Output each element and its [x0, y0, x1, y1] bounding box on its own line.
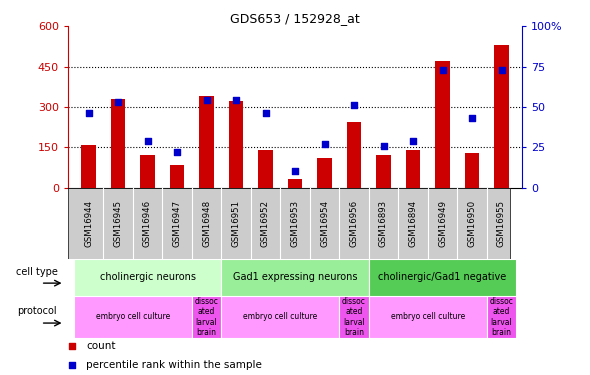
Text: embryo cell culture: embryo cell culture — [243, 312, 317, 321]
Point — [379, 142, 388, 148]
Text: dissoc
ated
larval
brain: dissoc ated larval brain — [342, 297, 366, 337]
Point — [332, 290, 341, 296]
Bar — [347, 122, 361, 188]
Bar — [406, 150, 420, 188]
Bar — [376, 155, 391, 188]
Point — [261, 110, 270, 116]
Bar — [140, 155, 155, 188]
Bar — [465, 153, 479, 188]
Text: GSM16948: GSM16948 — [202, 200, 211, 247]
Bar — [111, 99, 125, 188]
Point — [143, 138, 152, 144]
Point — [320, 141, 329, 147]
Text: GSM16953: GSM16953 — [290, 200, 300, 247]
Point — [231, 98, 241, 104]
Bar — [192, 296, 221, 338]
Bar — [74, 296, 192, 338]
Text: protocol: protocol — [18, 306, 57, 316]
Bar — [74, 259, 221, 296]
Text: GSM16950: GSM16950 — [467, 200, 477, 247]
Bar — [288, 180, 302, 188]
Text: embryo cell culture: embryo cell culture — [391, 312, 465, 321]
Bar — [369, 259, 516, 296]
Bar — [229, 102, 243, 188]
Bar — [258, 150, 273, 188]
Text: GSM16954: GSM16954 — [320, 200, 329, 247]
Text: GSM16894: GSM16894 — [408, 200, 418, 247]
Text: percentile rank within the sample: percentile rank within the sample — [86, 360, 262, 369]
Text: GSM16946: GSM16946 — [143, 200, 152, 247]
Bar — [221, 259, 369, 296]
Text: GSM16945: GSM16945 — [113, 200, 123, 247]
Point — [332, 121, 341, 127]
Bar — [369, 296, 487, 338]
Text: cell type: cell type — [17, 267, 58, 277]
Point — [84, 110, 93, 116]
Bar — [221, 296, 339, 338]
Bar — [317, 158, 332, 188]
Point — [202, 98, 211, 104]
Point — [438, 67, 447, 73]
Bar — [81, 144, 96, 188]
Text: embryo cell culture: embryo cell culture — [96, 312, 170, 321]
Bar — [339, 296, 369, 338]
Text: GSM16893: GSM16893 — [379, 200, 388, 247]
Text: GSM16951: GSM16951 — [231, 200, 241, 247]
Bar — [435, 61, 450, 188]
Bar — [170, 165, 184, 188]
Text: cholinergic neurons: cholinergic neurons — [100, 273, 195, 282]
Text: GSM16947: GSM16947 — [172, 200, 182, 247]
Text: GSM16949: GSM16949 — [438, 200, 447, 247]
Text: GSM16952: GSM16952 — [261, 200, 270, 247]
Point — [467, 115, 477, 121]
Bar — [494, 45, 509, 188]
Point — [349, 102, 359, 108]
Bar — [199, 96, 214, 188]
Text: Gad1 expressing neurons: Gad1 expressing neurons — [232, 273, 358, 282]
Point — [172, 149, 182, 155]
Text: count: count — [86, 341, 116, 351]
Text: GSM16956: GSM16956 — [349, 200, 359, 247]
Text: dissoc
ated
larval
brain: dissoc ated larval brain — [490, 297, 513, 337]
Point — [113, 99, 123, 105]
Text: cholinergic/Gad1 negative: cholinergic/Gad1 negative — [378, 273, 507, 282]
Text: GSM16944: GSM16944 — [84, 200, 93, 247]
Title: GDS653 / 152928_at: GDS653 / 152928_at — [230, 12, 360, 25]
Text: GSM16955: GSM16955 — [497, 200, 506, 247]
Bar — [487, 296, 516, 338]
Point — [408, 138, 418, 144]
Point — [497, 67, 506, 73]
Text: dissoc
ated
larval
brain: dissoc ated larval brain — [195, 297, 218, 337]
Point — [290, 168, 300, 174]
